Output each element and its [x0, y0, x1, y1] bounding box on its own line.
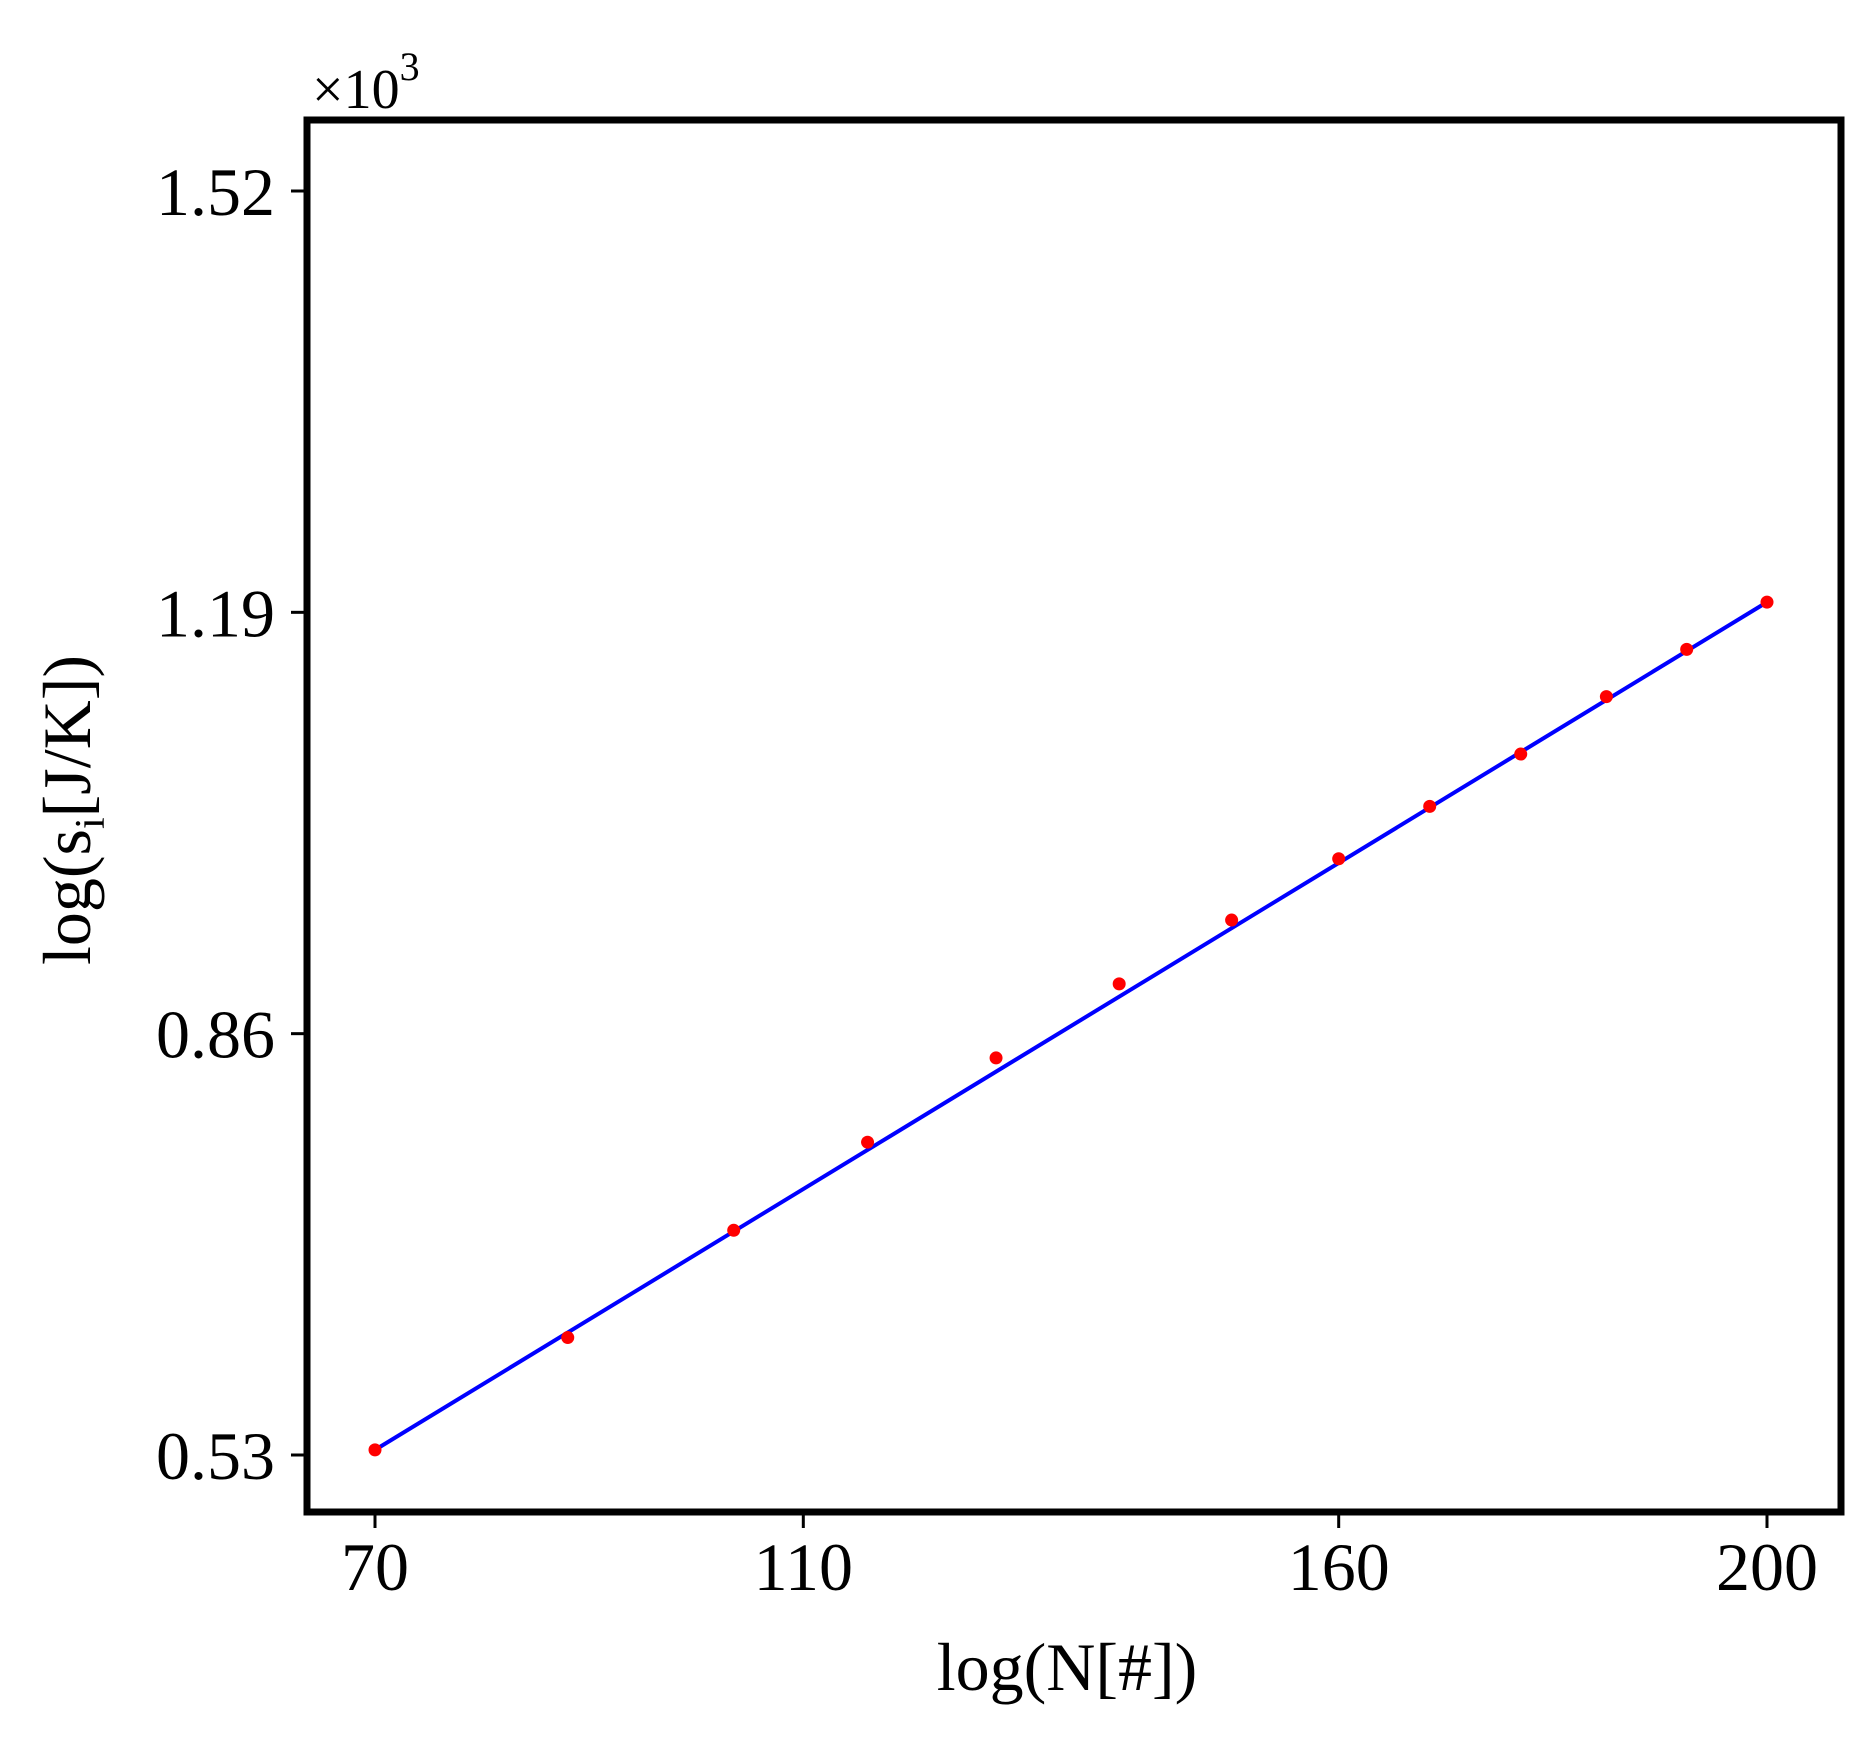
data-point — [989, 1051, 1003, 1065]
plot-frame — [303, 116, 1845, 1516]
data-point — [1423, 799, 1437, 813]
fit-line-group — [373, 600, 1769, 1452]
x-tick-label: 160 — [1288, 1529, 1390, 1605]
data-point — [1332, 852, 1346, 866]
data-point — [1680, 642, 1694, 656]
data-point — [1112, 977, 1126, 991]
data-points — [368, 595, 1774, 1457]
data-point — [1760, 595, 1774, 609]
data-point — [1514, 747, 1528, 761]
y-tick-label: 1.19 — [156, 575, 275, 651]
y-axis-title-rest: [J/K]) — [29, 655, 105, 817]
data-point — [1599, 690, 1613, 704]
data-point — [561, 1331, 575, 1345]
x-tick-label: 70 — [341, 1529, 409, 1605]
y-multiplier-exponent: 3 — [400, 44, 420, 89]
data-point — [368, 1443, 382, 1457]
y-tick-label: 1.52 — [156, 154, 275, 230]
x-tick-labels: 70 110 160 200 — [341, 1529, 1818, 1605]
x-tick-label: 110 — [754, 1529, 853, 1605]
y-axis-title-sub: i — [68, 817, 114, 829]
y-tick-label: 0.86 — [156, 997, 275, 1073]
y-tick-label: 0.53 — [156, 1418, 275, 1494]
data-point — [1225, 913, 1239, 927]
data-point — [727, 1223, 741, 1237]
y-axis-title-main: log(s — [29, 829, 105, 965]
data-point — [861, 1135, 875, 1149]
x-tick-label: 200 — [1716, 1529, 1818, 1605]
tick-marks — [291, 189, 1769, 1528]
y-multiplier: ×103 — [312, 44, 420, 121]
x-axis-title: log(N[#]) — [937, 1629, 1198, 1705]
fit-line — [373, 600, 1769, 1452]
y-multiplier-base: ×10 — [312, 59, 400, 121]
y-axis-title: log(si[J/K]) — [29, 655, 114, 965]
y-tick-labels: 0.53 0.86 1.19 1.52 — [156, 154, 275, 1494]
